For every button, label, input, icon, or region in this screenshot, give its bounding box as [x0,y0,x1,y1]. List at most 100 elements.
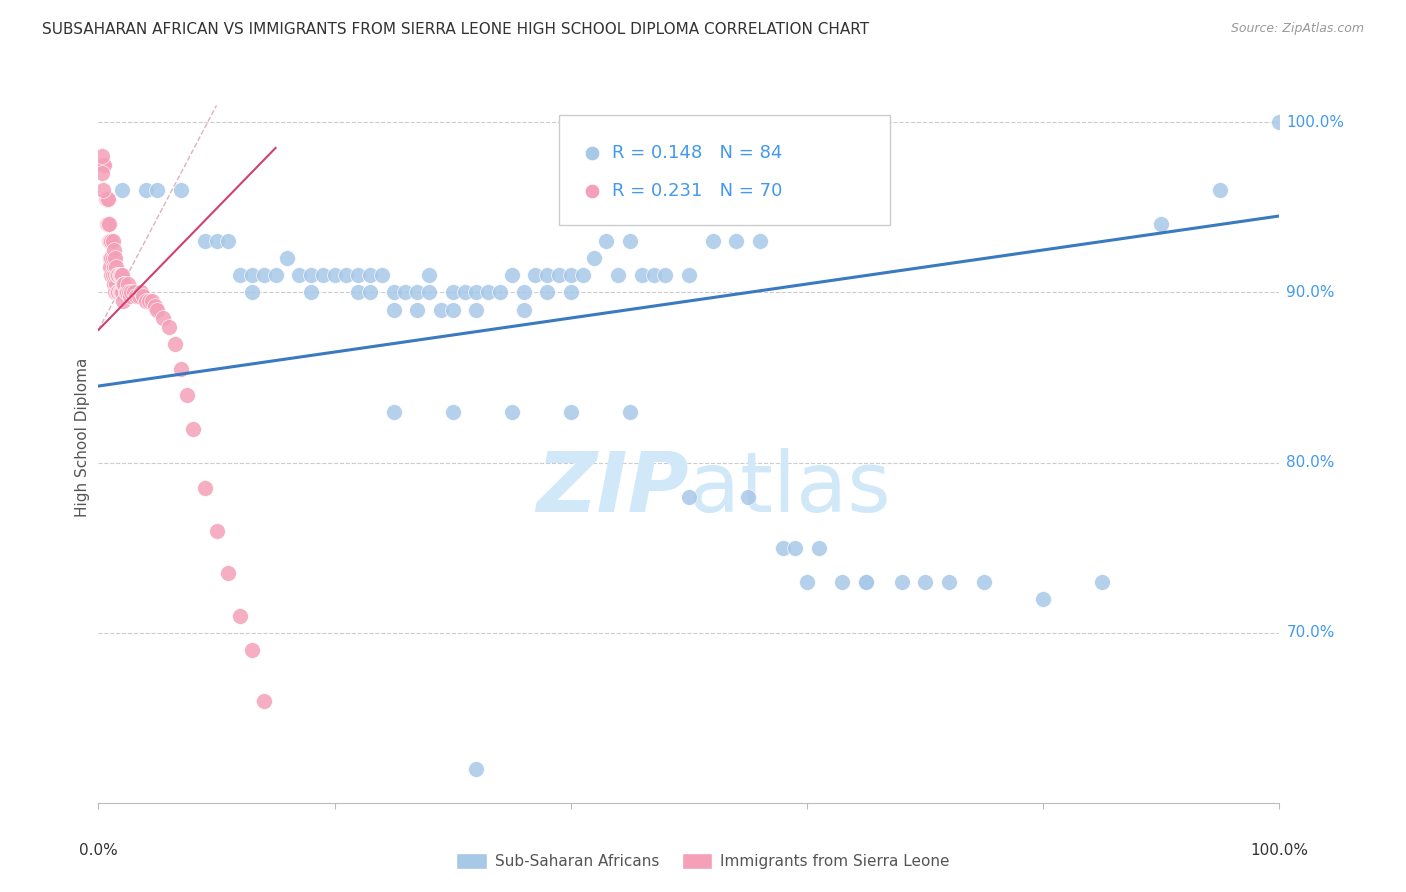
Point [135,183,157,197]
Point [512,285,534,300]
Text: 100.0%: 100.0% [1250,843,1309,858]
Point [91,149,114,163]
Point [117,277,139,291]
Point [441,285,464,300]
Point [229,268,252,283]
Point [501,404,523,418]
Point [1150,218,1173,232]
Point [91,158,114,172]
Text: 90.0%: 90.0% [1286,285,1334,300]
Point [418,268,440,283]
Point [194,481,217,495]
Point [152,311,174,326]
Point [1091,574,1114,589]
Point [132,289,155,303]
Point [394,285,416,300]
Point [112,293,135,308]
Point [643,268,665,283]
Point [465,302,488,317]
Point [122,285,145,300]
Point [583,252,606,266]
Point [108,285,131,300]
Point [98,235,121,249]
Point [111,268,134,283]
Point [678,490,700,504]
Point [453,285,475,300]
Point [382,404,405,418]
Point [973,574,995,589]
Point [118,285,141,300]
Point [93,158,115,172]
Point [157,319,180,334]
Point [107,285,129,300]
Point [702,235,724,249]
Point [725,235,748,249]
Point [110,268,132,283]
Point [96,192,118,206]
Text: atlas: atlas [689,448,890,529]
Point [536,285,558,300]
Point [524,268,547,283]
Point [141,293,163,308]
Point [217,566,239,581]
Point [104,285,127,300]
Point [135,293,157,308]
Point [264,268,287,283]
Point [796,574,818,589]
Point [536,268,558,283]
Point [98,235,121,249]
Legend: Sub-Saharan Africans, Immigrants from Sierra Leone: Sub-Saharan Africans, Immigrants from Si… [450,847,956,875]
Point [831,574,853,589]
Point [1209,183,1232,197]
Point [276,252,298,266]
Point [323,268,346,283]
Point [581,305,603,319]
Point [512,302,534,317]
Point [619,404,641,418]
Point [477,285,499,300]
Point [560,285,582,300]
Point [205,235,228,249]
Point [143,299,166,313]
Point [94,192,117,206]
Point [121,285,143,300]
Point [120,289,142,303]
Y-axis label: High School Diploma: High School Diploma [75,358,90,516]
Point [111,285,134,300]
Point [371,268,394,283]
Point [91,183,114,197]
Point [107,268,129,283]
Point [406,285,429,300]
Point [138,293,160,308]
Point [110,285,132,300]
Point [335,268,357,283]
Point [112,277,135,291]
Point [98,218,121,232]
Point [100,252,122,266]
Point [194,235,217,249]
Point [91,166,114,180]
Point [97,192,120,206]
Point [785,541,807,555]
Point [1268,115,1291,129]
Point [607,268,630,283]
Point [96,218,118,232]
Point [299,285,322,300]
Point [654,268,676,283]
Point [807,541,830,555]
Point [205,524,228,538]
Point [115,285,138,300]
Point [253,268,276,283]
Point [112,277,135,291]
Point [146,183,169,197]
Point [359,268,381,283]
Point [105,285,128,300]
Point [105,277,128,291]
Point [560,268,582,283]
Point [630,268,652,283]
Point [240,285,263,300]
FancyBboxPatch shape [560,115,890,225]
Point [299,268,322,283]
Point [170,183,193,197]
Point [104,268,127,283]
